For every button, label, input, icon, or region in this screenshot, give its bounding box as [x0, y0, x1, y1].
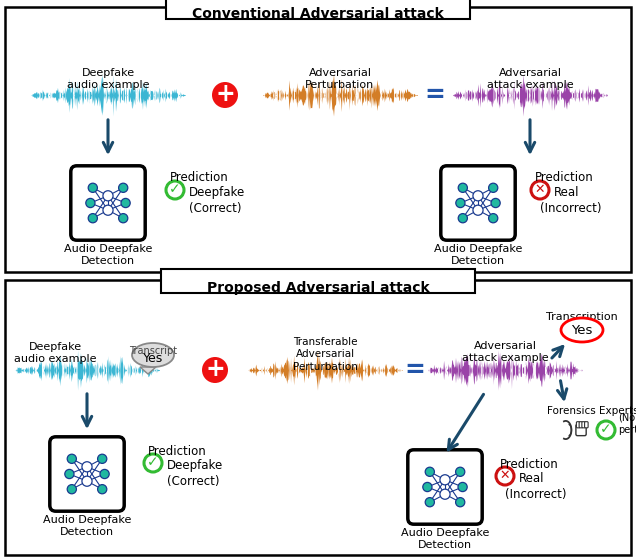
Text: Deepfake: Deepfake — [167, 459, 223, 472]
Text: Deepfake: Deepfake — [189, 186, 245, 199]
Text: Proposed Adversarial attack: Proposed Adversarial attack — [207, 281, 429, 295]
Circle shape — [88, 214, 97, 223]
Text: (Correct): (Correct) — [167, 475, 219, 488]
Text: Prediction: Prediction — [170, 171, 229, 184]
FancyBboxPatch shape — [576, 424, 586, 436]
Circle shape — [97, 484, 107, 494]
Polygon shape — [140, 367, 156, 374]
Circle shape — [118, 183, 128, 193]
Circle shape — [496, 467, 514, 485]
Text: (No
perturbation): (No perturbation) — [618, 413, 636, 435]
Circle shape — [212, 82, 238, 108]
Text: ✓: ✓ — [147, 455, 159, 469]
Circle shape — [67, 484, 76, 494]
Circle shape — [82, 476, 92, 486]
Circle shape — [425, 498, 434, 507]
Circle shape — [458, 183, 467, 193]
Text: Yes: Yes — [571, 324, 593, 336]
Circle shape — [458, 483, 467, 492]
Text: Conventional Adversarial attack: Conventional Adversarial attack — [192, 7, 444, 21]
Text: Prediction: Prediction — [535, 171, 594, 184]
Text: Real: Real — [554, 186, 579, 199]
Circle shape — [531, 181, 549, 199]
Circle shape — [144, 454, 162, 472]
Text: Adversarial
attack example: Adversarial attack example — [462, 341, 548, 363]
Text: +: + — [215, 82, 235, 106]
Text: Adversarial
attack example: Adversarial attack example — [487, 68, 573, 90]
Text: (Incorrect): (Incorrect) — [505, 488, 567, 501]
Text: Transcript: Transcript — [129, 346, 177, 356]
Text: Audio Deepfake
Detection: Audio Deepfake Detection — [434, 244, 522, 266]
Circle shape — [97, 454, 107, 463]
FancyBboxPatch shape — [576, 422, 580, 428]
Circle shape — [440, 475, 450, 485]
Text: ✕: ✕ — [500, 469, 510, 482]
Text: ✓: ✓ — [169, 182, 181, 196]
Circle shape — [423, 483, 432, 492]
Ellipse shape — [561, 318, 603, 342]
Circle shape — [488, 183, 498, 193]
Circle shape — [67, 454, 76, 463]
Circle shape — [103, 191, 113, 201]
Circle shape — [86, 199, 95, 208]
FancyBboxPatch shape — [166, 0, 470, 19]
Text: Real: Real — [519, 472, 544, 485]
Ellipse shape — [132, 343, 174, 367]
Text: ✓: ✓ — [600, 422, 612, 436]
Text: Audio Deepfake
Detection: Audio Deepfake Detection — [401, 528, 489, 550]
Circle shape — [65, 469, 74, 479]
Circle shape — [488, 214, 498, 223]
Circle shape — [491, 199, 500, 208]
Text: ✕: ✕ — [535, 183, 545, 196]
Text: Prediction: Prediction — [148, 445, 207, 458]
Text: Audio Deepfake
Detection: Audio Deepfake Detection — [43, 515, 131, 537]
FancyBboxPatch shape — [50, 437, 124, 511]
FancyBboxPatch shape — [582, 422, 585, 428]
Circle shape — [440, 489, 450, 499]
Circle shape — [166, 181, 184, 199]
Text: Audio Deepfake
Detection: Audio Deepfake Detection — [64, 244, 152, 266]
FancyBboxPatch shape — [408, 450, 482, 524]
FancyBboxPatch shape — [161, 269, 475, 293]
Text: Transferable
Adversarial
Perturbation: Transferable Adversarial Perturbation — [293, 337, 357, 372]
Circle shape — [100, 469, 109, 479]
Circle shape — [103, 205, 113, 215]
Text: Forensics Experts: Forensics Experts — [547, 406, 636, 416]
Circle shape — [121, 199, 130, 208]
Text: Yes: Yes — [143, 352, 163, 364]
Circle shape — [88, 183, 97, 193]
Circle shape — [455, 498, 465, 507]
Text: (Incorrect): (Incorrect) — [540, 202, 602, 215]
Circle shape — [425, 467, 434, 477]
FancyBboxPatch shape — [579, 422, 583, 428]
FancyBboxPatch shape — [441, 166, 515, 240]
Circle shape — [455, 467, 465, 477]
Text: Deepfake
audio example: Deepfake audio example — [14, 342, 96, 364]
FancyBboxPatch shape — [5, 7, 631, 272]
Circle shape — [202, 357, 228, 383]
Circle shape — [456, 199, 465, 208]
Text: Adversarial
Perturbation: Adversarial Perturbation — [305, 68, 375, 90]
Text: +: + — [205, 357, 225, 381]
FancyBboxPatch shape — [584, 422, 588, 428]
Circle shape — [473, 191, 483, 201]
Circle shape — [458, 214, 467, 223]
Circle shape — [82, 461, 92, 472]
Text: Deepfake
audio example: Deepfake audio example — [67, 68, 149, 90]
Text: =: = — [404, 358, 425, 382]
Circle shape — [597, 421, 615, 439]
Circle shape — [473, 205, 483, 215]
Circle shape — [118, 214, 128, 223]
Text: =: = — [425, 83, 445, 107]
Text: Transcription: Transcription — [546, 312, 618, 322]
FancyBboxPatch shape — [71, 166, 145, 240]
Text: Prediction: Prediction — [500, 458, 559, 471]
Text: (Correct): (Correct) — [189, 202, 242, 215]
FancyBboxPatch shape — [5, 280, 631, 555]
